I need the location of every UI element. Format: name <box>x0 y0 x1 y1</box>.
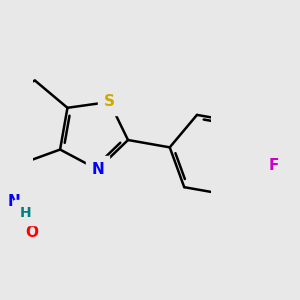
Text: S: S <box>104 94 115 110</box>
Text: F: F <box>269 158 279 173</box>
Text: H: H <box>20 206 31 220</box>
Text: O: O <box>25 225 38 240</box>
Text: N: N <box>91 162 104 177</box>
Text: N: N <box>7 194 20 209</box>
